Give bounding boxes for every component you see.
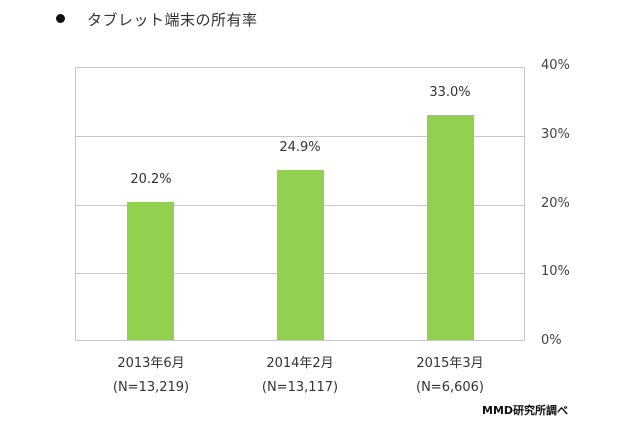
- source-note: MMD研究所調べ: [482, 404, 569, 417]
- x-label-n: (N=6,606): [416, 380, 484, 395]
- data-label: 20.2%: [130, 172, 172, 187]
- gridline-30: [76, 136, 524, 137]
- chart-title-text: タブレット端末の所有率: [87, 11, 258, 29]
- y-tick-40: 40%: [541, 58, 570, 73]
- x-label-date: 2014年2月: [266, 356, 334, 371]
- plot-area: [75, 67, 525, 341]
- chart-title: タブレット端末の所有率: [56, 9, 258, 30]
- data-label: 33.0%: [429, 85, 471, 100]
- y-tick-0: 0%: [541, 333, 562, 348]
- x-label-date: 2015年3月: [416, 356, 484, 371]
- y-tick-30: 30%: [541, 127, 570, 142]
- bar-2015-03: [427, 115, 474, 340]
- bar-2014-02: [277, 170, 324, 340]
- x-label-n: (N=13,117): [261, 380, 339, 395]
- data-label: 24.9%: [279, 140, 321, 155]
- bar-2013-06: [127, 202, 174, 340]
- x-label-date: 2013年6月: [117, 356, 185, 371]
- x-label-n: (N=13,219): [112, 380, 190, 395]
- y-tick-10: 10%: [541, 264, 570, 279]
- bullet-icon: [56, 14, 65, 23]
- y-tick-20: 20%: [541, 196, 570, 211]
